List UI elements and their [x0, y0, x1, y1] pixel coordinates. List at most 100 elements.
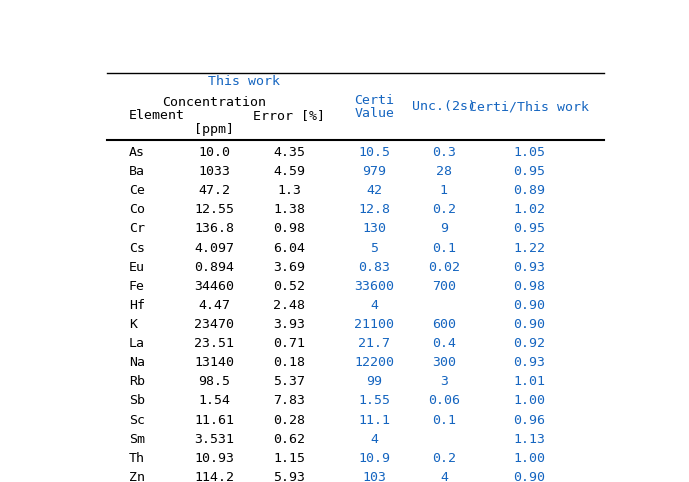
Text: 0.2: 0.2 [432, 452, 456, 465]
Text: 0.90: 0.90 [513, 471, 545, 482]
Text: 0.90: 0.90 [513, 299, 545, 312]
Text: 11.61: 11.61 [194, 414, 234, 427]
Text: Sm: Sm [129, 433, 145, 446]
Text: 4.47: 4.47 [198, 299, 230, 312]
Text: 9: 9 [440, 222, 448, 235]
Text: Unc.(2s): Unc.(2s) [412, 100, 476, 113]
Text: Ba: Ba [129, 165, 145, 178]
Text: 28: 28 [436, 165, 452, 178]
Text: 114.2: 114.2 [194, 471, 234, 482]
Text: 1.54: 1.54 [198, 394, 230, 407]
Text: Cs: Cs [129, 241, 145, 254]
Text: 1033: 1033 [198, 165, 230, 178]
Text: Element: Element [129, 109, 185, 122]
Text: 1.13: 1.13 [513, 433, 545, 446]
Text: Value: Value [354, 107, 395, 120]
Text: 10.93: 10.93 [194, 452, 234, 465]
Text: 0.1: 0.1 [432, 414, 456, 427]
Text: 3.69: 3.69 [273, 261, 305, 274]
Text: 0.4: 0.4 [432, 337, 456, 350]
Text: 12200: 12200 [354, 356, 395, 369]
Text: 1.00: 1.00 [513, 452, 545, 465]
Text: 103: 103 [362, 471, 387, 482]
Text: 0.71: 0.71 [273, 337, 305, 350]
Text: 1.3: 1.3 [277, 184, 301, 197]
Text: Sb: Sb [129, 394, 145, 407]
Text: 33600: 33600 [354, 280, 395, 293]
Text: 0.02: 0.02 [428, 261, 460, 274]
Text: Rb: Rb [129, 375, 145, 388]
Text: 0.95: 0.95 [513, 165, 545, 178]
Text: Na: Na [129, 356, 145, 369]
Text: 1.01: 1.01 [513, 375, 545, 388]
Text: 0.90: 0.90 [513, 318, 545, 331]
Text: 0.62: 0.62 [273, 433, 305, 446]
Text: 0.98: 0.98 [513, 280, 545, 293]
Text: 6.04: 6.04 [273, 241, 305, 254]
Text: 600: 600 [432, 318, 456, 331]
Text: 4: 4 [440, 471, 448, 482]
Text: 21100: 21100 [354, 318, 395, 331]
Text: 13140: 13140 [194, 356, 234, 369]
Text: 3: 3 [440, 375, 448, 388]
Text: 0.28: 0.28 [273, 414, 305, 427]
Text: [ppm]: [ppm] [194, 122, 234, 135]
Text: 0.18: 0.18 [273, 356, 305, 369]
Text: 136.8: 136.8 [194, 222, 234, 235]
Text: 3.531: 3.531 [194, 433, 234, 446]
Text: 1.55: 1.55 [358, 394, 391, 407]
Text: Th: Th [129, 452, 145, 465]
Text: Ce: Ce [129, 184, 145, 197]
Text: 1.05: 1.05 [513, 146, 545, 159]
Text: Zn: Zn [129, 471, 145, 482]
Text: 700: 700 [432, 280, 456, 293]
Text: 42: 42 [367, 184, 382, 197]
Text: 0.2: 0.2 [432, 203, 456, 216]
Text: 12.8: 12.8 [358, 203, 391, 216]
Text: 1.00: 1.00 [513, 394, 545, 407]
Text: Certi: Certi [354, 94, 395, 107]
Text: 4.097: 4.097 [194, 241, 234, 254]
Text: 0.92: 0.92 [513, 337, 545, 350]
Text: La: La [129, 337, 145, 350]
Text: Sc: Sc [129, 414, 145, 427]
Text: 1.15: 1.15 [273, 452, 305, 465]
Text: 1: 1 [440, 184, 448, 197]
Text: 0.06: 0.06 [428, 394, 460, 407]
Text: 0.52: 0.52 [273, 280, 305, 293]
Text: 10.0: 10.0 [198, 146, 230, 159]
Text: 4.59: 4.59 [273, 165, 305, 178]
Text: 130: 130 [362, 222, 387, 235]
Text: 0.89: 0.89 [513, 184, 545, 197]
Text: Eu: Eu [129, 261, 145, 274]
Text: 300: 300 [432, 356, 456, 369]
Text: 99: 99 [367, 375, 382, 388]
Text: 0.83: 0.83 [358, 261, 391, 274]
Text: 12.55: 12.55 [194, 203, 234, 216]
Text: 1.38: 1.38 [273, 203, 305, 216]
Text: This work: This work [207, 76, 280, 89]
Text: 4.35: 4.35 [273, 146, 305, 159]
Text: 10.5: 10.5 [358, 146, 391, 159]
Text: 98.5: 98.5 [198, 375, 230, 388]
Text: 0.96: 0.96 [513, 414, 545, 427]
Text: Concentration: Concentration [163, 96, 266, 109]
Text: Certi/This work: Certi/This work [469, 100, 589, 113]
Text: 10.9: 10.9 [358, 452, 391, 465]
Text: 0.3: 0.3 [432, 146, 456, 159]
Text: 5.93: 5.93 [273, 471, 305, 482]
Text: 47.2: 47.2 [198, 184, 230, 197]
Text: 5: 5 [371, 241, 378, 254]
Text: Error [%]: Error [%] [253, 109, 325, 122]
Text: 5.37: 5.37 [273, 375, 305, 388]
Text: Cr: Cr [129, 222, 145, 235]
Text: 11.1: 11.1 [358, 414, 391, 427]
Text: 2.48: 2.48 [273, 299, 305, 312]
Text: K: K [129, 318, 137, 331]
Text: Co: Co [129, 203, 145, 216]
Text: 23.51: 23.51 [194, 337, 234, 350]
Text: Hf: Hf [129, 299, 145, 312]
Text: 0.894: 0.894 [194, 261, 234, 274]
Text: 4: 4 [371, 299, 378, 312]
Text: As: As [129, 146, 145, 159]
